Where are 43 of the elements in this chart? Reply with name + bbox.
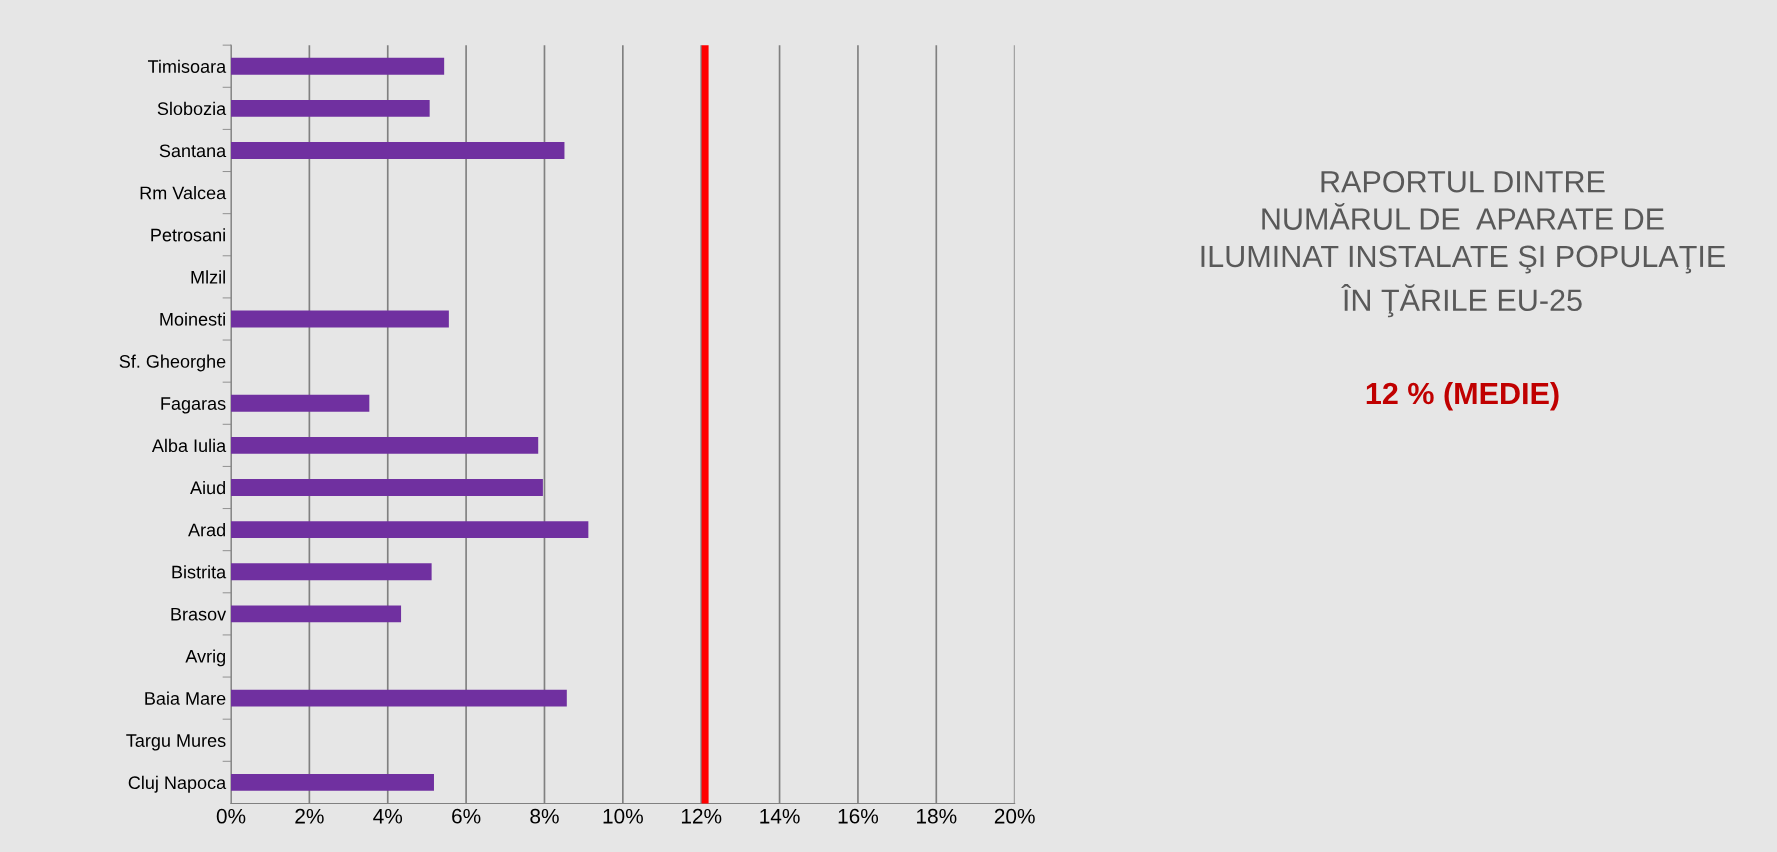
y-tick-label: Slobozia	[157, 101, 227, 116]
text: RAPORTUL DINTRE NUMĂRUL DE APARATE DE ILUMINAT INSTALATE ŞI POPULAŢIE ÎN ŢĂRILE EU-25	[1201, 170, 1725, 318]
x-tick-label: 12%	[681, 808, 722, 824]
bar	[231, 689, 567, 707]
bar	[231, 605, 402, 623]
x-tick-label: 16%	[838, 808, 879, 824]
bar	[231, 99, 430, 117]
x-tick-label: 20%	[994, 808, 1035, 824]
y-tick-label: Moinesti	[160, 312, 225, 326]
text: 12 % (MEDIE)	[1366, 381, 1559, 411]
y-tick-label: Aiud	[190, 480, 225, 495]
y-tick-label: Santana	[159, 144, 227, 158]
bar	[231, 563, 432, 581]
x-tick-label: 10%	[603, 808, 643, 824]
bar	[231, 436, 539, 454]
x-tick-label: 14%	[760, 808, 800, 824]
y-tick-label: Mlzil	[191, 270, 225, 284]
y-tick-label: Petrosani	[151, 228, 225, 242]
y-tick-label: Alba Iulia	[151, 438, 227, 453]
bar	[231, 394, 370, 412]
bar	[231, 479, 543, 496]
y-tick-label: Rm Valcea	[140, 186, 227, 200]
y-tick-label: Arad	[188, 523, 225, 537]
y-tick-label: Bistrita	[172, 565, 227, 579]
y-tick-label: Brasov	[171, 607, 227, 621]
y-tick-label: Timisoara	[147, 59, 227, 73]
bar	[231, 521, 589, 539]
bar	[231, 142, 565, 159]
y-tick-label: Baia Mare	[145, 691, 226, 705]
bar	[231, 57, 445, 75]
x-tick-label: 2%	[295, 808, 324, 824]
x-tick-label: 4%	[373, 808, 403, 824]
x-tick-label: 18%	[917, 808, 957, 824]
x-tick-label: 8%	[530, 808, 559, 824]
x-tick-label: 0%	[216, 808, 246, 824]
bar	[231, 773, 434, 791]
y-tick-label: Avrig	[185, 649, 225, 667]
bar	[231, 310, 449, 328]
y-tick-label: Fagaras	[161, 397, 226, 414]
y-tick-label: Sf. Gheorghe	[119, 354, 226, 372]
y-tick-label: Cluj Napoca	[128, 775, 227, 793]
y-tick-label: Targu Mures	[126, 734, 226, 751]
x-tick-label: 6%	[452, 808, 481, 824]
